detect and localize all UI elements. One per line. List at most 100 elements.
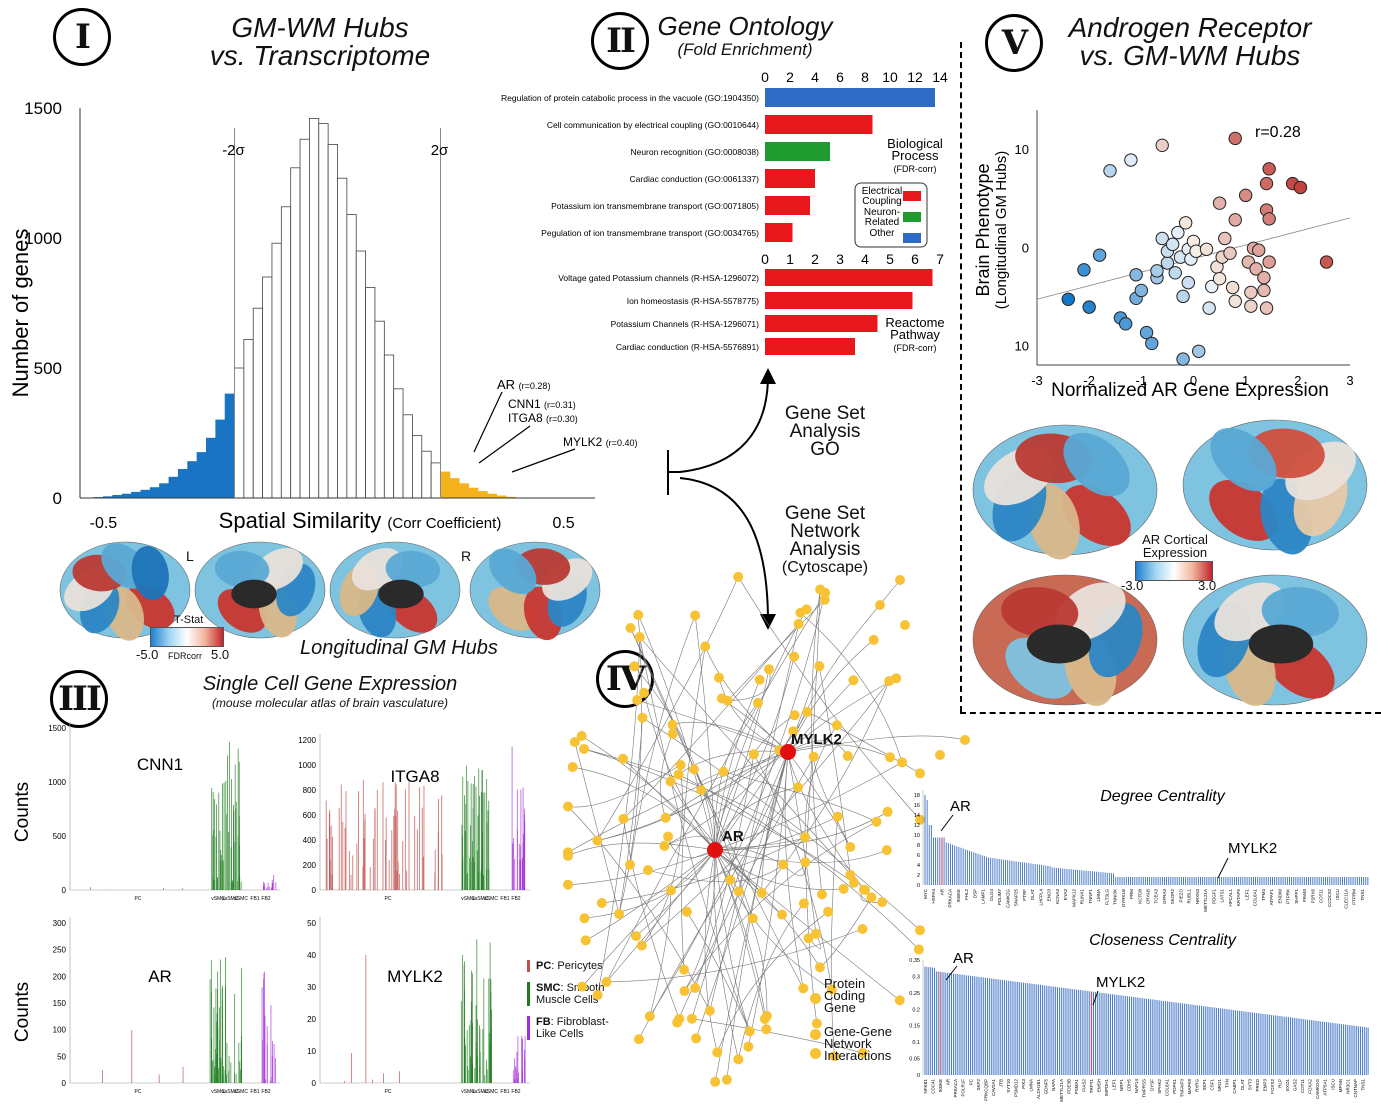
network-edge [714,849,768,1016]
sc-y-tick: 800 [303,786,317,795]
panel-numeral-1: I [53,8,111,66]
gene-network [563,571,970,1087]
sc-category-label: FB2 [511,896,520,902]
go-label-1: Gene Set [784,403,866,424]
network-node [563,847,573,858]
network-node [877,897,888,908]
scatter-point [1082,300,1096,314]
network-node [748,749,759,760]
cent-x-label: GDNF5 [1044,1079,1049,1095]
scatter-point [1257,271,1271,285]
network-node [592,990,603,1001]
network-edge [714,849,844,890]
network-edge [714,656,795,851]
network-edge [691,751,789,1019]
network-node [563,801,573,812]
cent-x-label: DYSF [1149,1079,1154,1091]
network-node [960,735,970,745]
network-node [756,887,767,898]
sc-category-label: PC [385,1089,392,1095]
brain-region [1001,587,1079,637]
network-edge [584,849,716,919]
sc-gene-title: AR [148,967,172,986]
network-node [686,1013,697,1024]
y-tick-label: 500 [34,359,62,378]
network-edge [787,751,851,848]
go-term-label: Neuron recognition (GO:0008038) [630,147,759,157]
scatter-point [1225,280,1240,295]
node-icon-b [810,1048,821,1059]
network-edge [813,756,851,848]
cell-type-legend: PC: Pericytes SMC: SmoothMuscle Cells FB… [527,960,627,1040]
hist-bar [458,483,469,499]
network-node [631,931,642,942]
network-node [665,776,676,787]
network-edge [714,669,770,851]
go-group-label: Biological [887,136,943,151]
network-node [634,631,645,642]
cent-x-label: PTRF [1022,889,1027,901]
cent-x-label: KCTD8 [1137,889,1142,904]
reactome-term-label: Potassium Channels (R-HSA-1296071) [611,319,760,329]
reactome-x-tick: 4 [861,251,869,267]
panel2-subtitle: (Fold Enrichment) [677,40,813,59]
network-edge [678,774,920,950]
network-node [900,620,910,630]
network-node [808,751,819,762]
go-x-tick: 6 [836,69,844,85]
network-node [747,913,758,924]
sc-y-tick: 500 [53,832,67,841]
network-edge [723,771,877,823]
cent-x-label: TXN [1225,1079,1230,1088]
network-node [710,1076,721,1087]
hist-bar [280,206,292,499]
scatter-point [1118,317,1133,331]
sc-y-tick: 50 [307,919,316,928]
cent-x-label: MYC [923,888,928,899]
network-node [935,750,945,760]
network-node [743,1041,754,1052]
sc-category-label: aaSMC [222,896,239,902]
network-edge [574,741,620,914]
network-node [675,759,686,770]
x-tick-label: -2 [1083,373,1095,388]
sc-y-tick: 1200 [298,736,316,745]
scatter-point [1145,336,1159,351]
network-node [831,720,842,731]
network-node [637,712,648,723]
panel-numeral-2: II [591,12,649,70]
scatter-point [1244,299,1258,313]
scatter-point [1077,263,1091,277]
cent-y-tick: 4 [917,863,920,869]
network-edge [717,911,829,1053]
network-node [761,1024,772,1035]
network-edge [630,627,804,989]
network-edge [601,837,806,904]
go-legend-swatch [903,212,921,222]
cent-x-label: CAMK2G [1005,889,1010,909]
brain-lateral-left [59,541,191,641]
sc-y-label: Counts [12,782,33,842]
network-node [803,933,814,944]
cent-x-label: EXO1 [1285,1079,1290,1092]
network-edge [738,903,805,1060]
cent-x-label: IMPDH1 [1104,1079,1109,1096]
network-node [644,1011,655,1022]
reactome-x-tick: 6 [911,251,919,267]
scatter-point [1176,352,1190,366]
ar-colorbar-title-1: AR Cortical [1142,532,1208,547]
network-edge [787,579,901,753]
hist-bar [299,138,310,499]
network-edge [681,646,706,970]
network-node [915,768,925,779]
sigma-label: -2σ [222,142,245,159]
network-node [842,751,853,762]
go-bar [765,169,815,188]
go-label-3: GO [810,439,840,460]
network-node [823,906,834,917]
x-axis-label: Normalized AR Gene Expression [1051,380,1329,401]
cent-x-label: PIAS2 [1081,1079,1086,1092]
sc-category-label: FB1 [250,1089,259,1095]
network-node [798,983,809,994]
cent-x-label: LEF1 [1112,1079,1117,1090]
